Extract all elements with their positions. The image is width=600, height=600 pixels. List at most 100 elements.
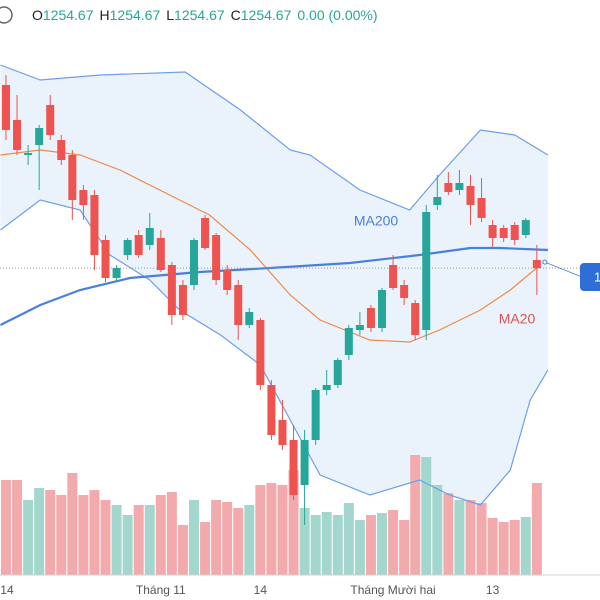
candle-body — [79, 190, 88, 205]
volume-bar — [200, 522, 211, 575]
candle-body — [245, 312, 254, 325]
volume-bar — [399, 520, 410, 575]
header-icon — [0, 6, 13, 24]
candle-body — [223, 270, 232, 290]
candle-body — [178, 285, 187, 315]
ma-label: MA200 — [354, 213, 399, 229]
volume-bar — [166, 492, 177, 575]
volume-bar — [56, 495, 67, 575]
volume-bar — [133, 505, 144, 575]
candle-body — [444, 183, 453, 192]
price-tag-text: 1 — [594, 269, 600, 284]
candle-body — [400, 285, 409, 298]
candle-body — [123, 240, 132, 255]
tag-dot — [542, 259, 548, 265]
volume-bar — [244, 505, 255, 575]
candle-body — [267, 385, 276, 435]
candle-body — [411, 303, 420, 335]
candle-body — [1, 85, 10, 130]
candle-body — [212, 235, 221, 280]
band-fill — [0, 65, 548, 505]
volume-bar — [266, 483, 277, 575]
candle-body — [101, 240, 110, 278]
indicator-line — [0, 149, 541, 343]
volume-bar — [12, 480, 23, 575]
volume-bar — [89, 490, 100, 575]
volume-bar — [509, 520, 520, 575]
candle-body — [57, 140, 66, 160]
volume-bar — [443, 493, 454, 575]
volume-bar — [0, 480, 11, 575]
ohlc-key: O — [32, 7, 43, 23]
volume-bar — [188, 500, 199, 575]
header-bg — [0, 0, 440, 30]
ohlc-header: O1254.67 H1254.67 L1254.67 C1254.67 0.00 (0.… — [32, 7, 378, 23]
indicator-line — [0, 64, 549, 211]
volume-bar — [299, 508, 310, 575]
x-tick-label: 14 — [0, 583, 14, 597]
candle-body — [300, 440, 309, 485]
volume-bar — [100, 500, 111, 575]
ohlc-value: 1254.67 — [174, 7, 225, 23]
candle-body — [156, 238, 165, 270]
volume-bar — [211, 500, 222, 575]
candle-body — [355, 325, 364, 330]
indicator-line — [0, 199, 549, 506]
volume-bar — [465, 500, 476, 575]
candle-body — [234, 285, 243, 325]
candle-body — [433, 197, 442, 205]
candle-body — [289, 440, 298, 495]
candle-body — [46, 105, 55, 135]
volume-bar — [332, 515, 343, 575]
candle-body — [488, 225, 497, 238]
ohlc-value: 1254.67 — [110, 7, 161, 23]
volume-bar — [421, 457, 432, 575]
candle-body — [344, 328, 353, 355]
candle-body — [145, 228, 154, 245]
volume-bar — [155, 495, 166, 575]
volume-bar — [410, 455, 421, 575]
x-tick-label: 13 — [486, 583, 500, 597]
volume-bar — [23, 500, 34, 575]
ohlc-value: 1254.67 — [43, 7, 94, 23]
candle-body — [90, 195, 99, 255]
candle-body — [455, 183, 464, 190]
candle-body — [499, 228, 508, 238]
candle-body — [378, 290, 387, 328]
volume-bar — [388, 510, 399, 575]
candle-body — [278, 420, 287, 445]
volume-bar — [222, 502, 233, 575]
candle-body — [322, 385, 331, 390]
volume-bar — [310, 515, 321, 575]
candle-body — [167, 265, 176, 315]
candle-body — [35, 128, 44, 145]
candle-body — [477, 198, 486, 218]
volume-bar — [288, 470, 299, 575]
candle-body — [422, 212, 431, 330]
tag-connector — [544, 261, 583, 278]
volume-bar — [531, 483, 542, 575]
candle-body — [256, 320, 265, 385]
x-tick-label: Tháng 11 — [136, 583, 186, 597]
volume-bar — [365, 515, 376, 575]
candle-body — [13, 120, 22, 150]
volume-bar — [343, 503, 354, 575]
ohlc-value: 1254.67 — [241, 7, 292, 23]
candle-body — [521, 220, 530, 235]
volume-bar — [233, 508, 244, 575]
volume-bar — [354, 520, 365, 575]
x-axis-band — [0, 575, 600, 600]
price-tag — [580, 263, 600, 291]
candle-body — [201, 218, 210, 248]
volume-bar — [67, 473, 78, 575]
candle-body — [333, 360, 342, 385]
volume-bar — [45, 490, 56, 575]
volume-bar — [78, 495, 89, 575]
volume-bar — [144, 505, 155, 575]
volume-bar — [476, 503, 487, 575]
candle-body — [532, 260, 541, 269]
ohlc-key: H — [100, 7, 110, 23]
ohlc-key: C — [231, 7, 241, 23]
